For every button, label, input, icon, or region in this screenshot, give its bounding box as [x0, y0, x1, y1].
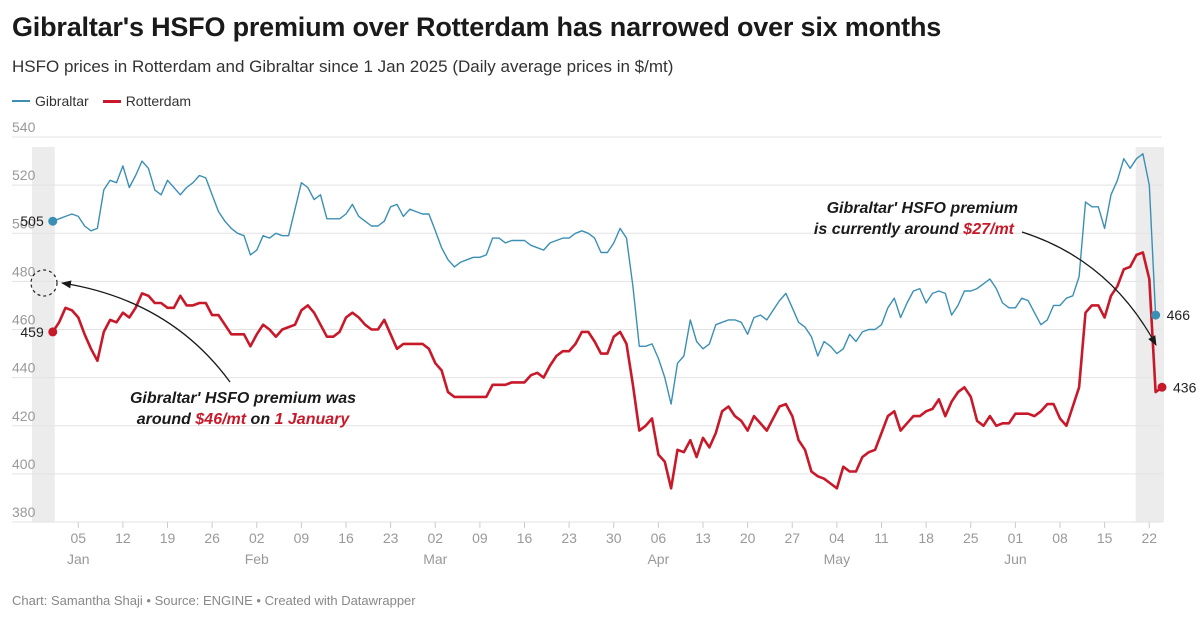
- end-label-rotterdam: 436: [1173, 379, 1197, 395]
- series-lines: [51, 153, 1163, 490]
- y-tick-label-400: 400: [12, 456, 36, 472]
- x-tick-label-2025-02-02: 02: [249, 530, 265, 546]
- x-tick-label-2025-06-22: 22: [1141, 530, 1157, 546]
- annotation-left-prefix: around: [137, 411, 196, 428]
- annotation-right-line1: Gibraltar' HSFO premium: [827, 200, 1018, 217]
- annotation-marker-circle: [30, 269, 58, 297]
- x-tick-label-2025-06-01: 01: [1008, 530, 1024, 546]
- y-tick-label-500: 500: [12, 215, 36, 231]
- annotation-left: Gibraltar' HSFO premium was around $46/m…: [30, 269, 356, 428]
- x-tick-label-2025-01-26: 26: [204, 530, 220, 546]
- y-tick-label-540: 540: [12, 119, 36, 135]
- x-month-label-jan: Jan: [67, 551, 90, 567]
- chart-title: Gibraltar's HSFO premium over Rotterdam …: [12, 12, 942, 42]
- x-tick-label-2025-05-18: 18: [918, 530, 934, 546]
- x-month-label-mar: Mar: [423, 551, 447, 567]
- legend-item-gibraltar: Gibraltar: [12, 93, 89, 109]
- x-tick-label-2025-01-05: 05: [70, 530, 86, 546]
- x-tick-label-2025-06-15: 15: [1097, 530, 1113, 546]
- start-point-rotterdam: [48, 327, 58, 337]
- legend-label-rotterdam: Rotterdam: [125, 93, 192, 109]
- start-label-gibraltar: 505: [20, 213, 44, 229]
- annotation-left-line1: Gibraltar' HSFO premium was: [130, 390, 356, 407]
- x-tick-label-2025-02-09: 09: [294, 530, 310, 546]
- x-tick-label-2025-01-19: 19: [160, 530, 176, 546]
- x-month-label-apr: Apr: [647, 551, 669, 567]
- x-tick-label-2025-05-11: 11: [874, 530, 889, 546]
- x-tick-label-2025-02-23: 23: [383, 530, 399, 546]
- x-tick-label-2025-03-30: 30: [606, 530, 622, 546]
- x-axis-ticks: 05 Jan 12 19 26 02 Feb 09 16 23 02 Mar 09 16 23 30 06 Apr…: [67, 522, 1157, 567]
- annotation-right-arrow: [1021, 231, 1157, 346]
- end-point-rotterdam: [1157, 382, 1167, 392]
- series-line-gibraltar: [52, 153, 1157, 405]
- annotation-left-arrow: [61, 280, 231, 383]
- legend-label-gibraltar: Gibraltar: [35, 93, 89, 109]
- legend-item-rotterdam: Rotterdam: [102, 93, 192, 109]
- x-tick-label-2025-06-08: 08: [1052, 530, 1068, 546]
- x-tick-label-2025-04-20: 20: [740, 530, 756, 546]
- x-tick-label-2025-04-27: 27: [784, 530, 800, 546]
- x-tick-label-2025-02-16: 16: [338, 530, 354, 546]
- x-tick-label-2025-04-13: 13: [695, 530, 711, 546]
- y-axis-ticks: 380 400 420 440 460 480 500 520 540: [12, 119, 36, 520]
- annotation-right-prefix: is currently around: [814, 221, 963, 238]
- legend-swatch-rotterdam: [102, 99, 121, 103]
- x-tick-label-2025-03-02: 02: [427, 530, 443, 546]
- annotation-left-mid: on: [246, 411, 274, 428]
- start-label-rotterdam: 459: [20, 324, 44, 340]
- y-tick-label-380: 380: [12, 504, 36, 520]
- annotation-right: Gibraltar' HSFO premium is currently aro…: [814, 200, 1157, 346]
- annotation-left-date: 1 January: [275, 411, 351, 428]
- legend-swatch-gibraltar: [12, 100, 30, 102]
- x-tick-label-2025-05-25: 25: [963, 530, 979, 546]
- x-tick-label-2025-04-06: 06: [651, 530, 667, 546]
- footer-credit: Chart: Samantha Shaji • Source: ENGINE •…: [12, 593, 416, 608]
- end-label-gibraltar: 466: [1167, 307, 1191, 323]
- series-line-rotterdam: [51, 251, 1163, 490]
- x-month-label-feb: Feb: [245, 551, 269, 567]
- chart-subtitle: HSFO prices in Rotterdam and Gibraltar s…: [12, 57, 674, 76]
- x-tick-label-2025-03-16: 16: [517, 530, 533, 546]
- y-tick-label-480: 480: [12, 263, 36, 279]
- y-tick-label-420: 420: [12, 408, 36, 424]
- x-tick-label-2025-03-09: 09: [472, 530, 488, 546]
- x-tick-label-2025-03-23: 23: [561, 530, 577, 546]
- series-endpoints: 505 466 459 436: [20, 213, 1196, 395]
- annotation-right-value: $27/mt: [962, 221, 1014, 238]
- x-tick-label-2025-05-04: 04: [829, 530, 845, 546]
- annotation-right-line2: is currently around $27/mt: [814, 221, 1015, 238]
- legend: Gibraltar Rotterdam: [12, 93, 205, 109]
- annotation-left-line2: around $46/mt on 1 January: [137, 411, 351, 428]
- start-point-gibraltar: [48, 216, 58, 226]
- end-point-gibraltar: [1151, 310, 1161, 320]
- y-tick-label-460: 460: [12, 312, 36, 328]
- y-tick-label-440: 440: [12, 360, 36, 376]
- x-month-label-jun: Jun: [1004, 551, 1027, 567]
- gridlines: [12, 136, 1162, 523]
- x-month-label-may: May: [824, 551, 850, 567]
- x-tick-label-2025-01-12: 12: [115, 530, 131, 546]
- y-tick-label-520: 520: [12, 167, 36, 183]
- shaded-range-0: [32, 147, 55, 522]
- annotation-left-value: $46/mt: [194, 411, 246, 428]
